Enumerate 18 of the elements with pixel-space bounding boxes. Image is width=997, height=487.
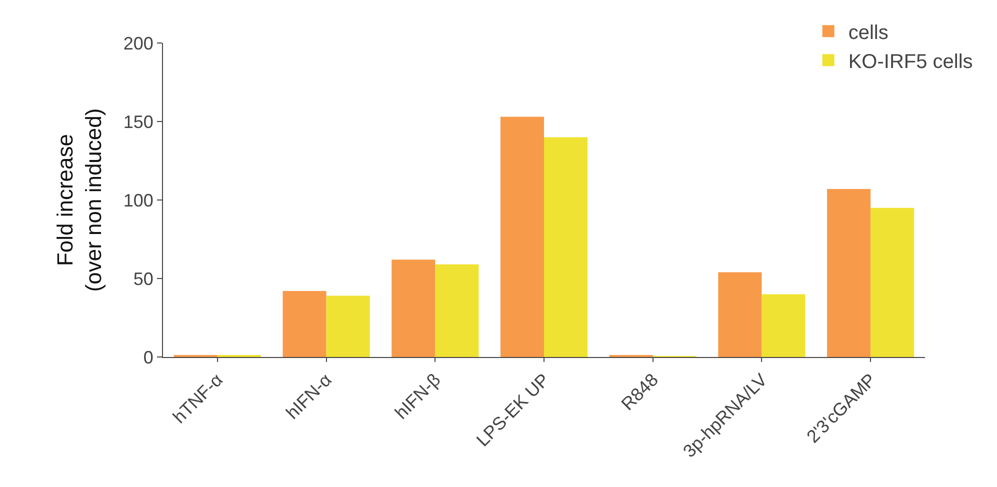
bar (392, 260, 436, 357)
y-tick-label: 150 (123, 112, 154, 132)
y-tick-label: 100 (123, 190, 154, 210)
bar (718, 272, 762, 357)
bar (544, 137, 588, 357)
bar (827, 189, 871, 357)
bar (282, 291, 326, 357)
bar (435, 264, 479, 357)
bar (326, 296, 370, 357)
legend-label: KO-IRF5 cells (848, 50, 973, 73)
bar (762, 294, 806, 357)
y-tick-label: 50 (133, 268, 154, 289)
y-tick-label: 200 (123, 33, 154, 54)
legend-label: cells (848, 22, 888, 44)
bar (500, 116, 544, 357)
y-axis-title: Fold increase (over non induced) (52, 108, 106, 292)
bar (870, 208, 914, 357)
y-tick-label: 0 (143, 347, 154, 368)
